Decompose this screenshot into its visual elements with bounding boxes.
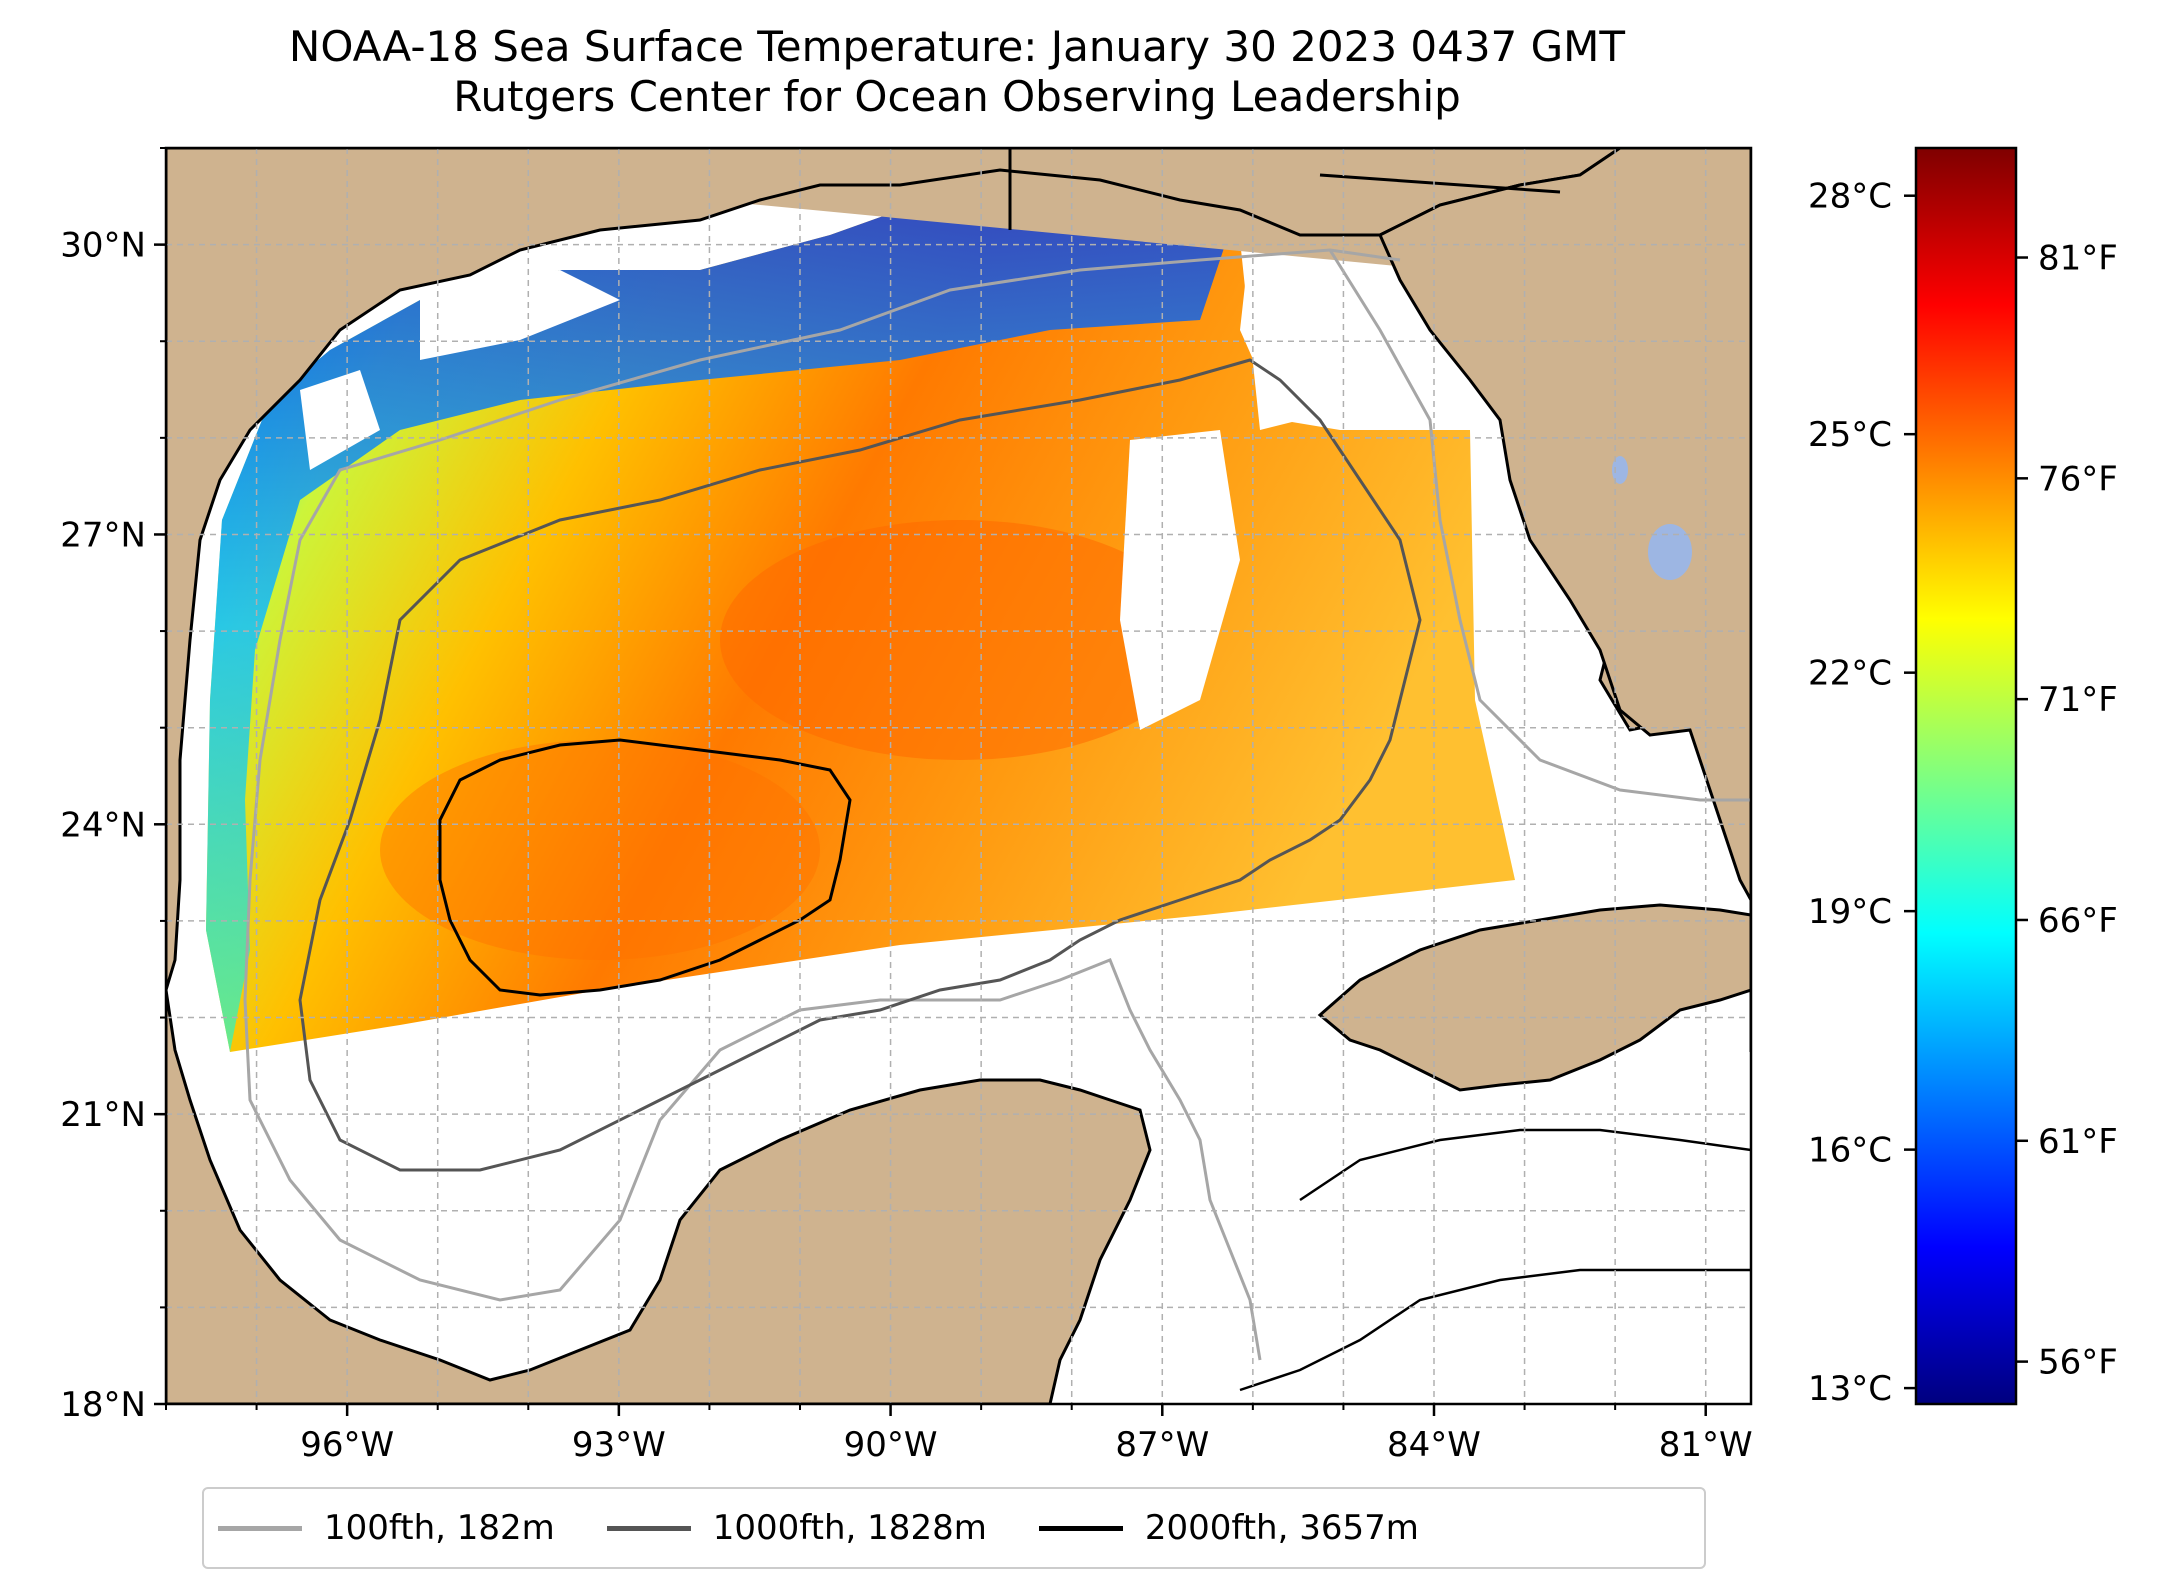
- lake-okeechobee: [1648, 524, 1692, 580]
- lat-tick-label: 18°N: [60, 1385, 146, 1425]
- legend-swatch-1000fth: [606, 1525, 691, 1531]
- bathymetry-contours: [243, 248, 1751, 1392]
- cloud-gap-1: [1120, 430, 1240, 730]
- longitude-axis: 96°W 93°W 90°W 87°W 84°W 81°W: [165, 1404, 1753, 1465]
- cloud-gap-2: [1240, 240, 1320, 430]
- title-line-1: NOAA-18 Sea Surface Temperature: January…: [288, 22, 1626, 71]
- lon-tick-label: 93°W: [572, 1425, 666, 1465]
- lat-tick-label: 21°N: [60, 1095, 146, 1135]
- legend-label-2000fth: 2000fth, 3657m: [1144, 1508, 1419, 1548]
- colorbar-f-tick-label: 61°F: [2038, 1122, 2118, 1162]
- land-mexico: [166, 989, 1152, 1404]
- state-boundary: [1008, 148, 1561, 230]
- cloud-gap-3: [420, 270, 620, 360]
- colorbar-c-tick-label: 16°C: [1808, 1131, 1892, 1171]
- contour-2000fth-south: [1299, 1128, 1751, 1202]
- lon-tick-label: 87°W: [1115, 1425, 1209, 1465]
- colorbar-f-tick-label: 66°F: [2038, 901, 2118, 941]
- legend-item-1000fth: 1000fth, 1828m: [606, 1508, 987, 1548]
- lake-florida: [1612, 456, 1628, 484]
- colorbar-c-tick-label: 22°C: [1808, 654, 1892, 694]
- contour-2000fth: [438, 738, 852, 997]
- colorbar-c-tick-label: 25°C: [1808, 415, 1892, 455]
- colorbar-c-tick-label: 28°C: [1808, 177, 1892, 217]
- colorbar-gradient: [1914, 146, 2018, 1406]
- colorbar-c-tick-label: 19°C: [1808, 892, 1892, 932]
- chart-title: NOAA-18 Sea Surface Temperature: January…: [0, 22, 1914, 122]
- legend: 100fth, 182m 1000fth, 1828m 2000fth, 365…: [202, 1487, 1706, 1569]
- cloud-gap-4: [300, 370, 380, 470]
- legend-swatch-2000fth: [1038, 1525, 1123, 1531]
- lon-tick-label: 90°W: [844, 1425, 938, 1465]
- legend-label-100fth: 100fth, 182m: [324, 1508, 555, 1548]
- lat-tick-label: 30°N: [60, 226, 146, 266]
- latitude-axis: 18°N 21°N 24°N 27°N 30°N: [60, 147, 166, 1425]
- land: [166, 148, 1751, 1404]
- sst-warm-core-2: [380, 740, 820, 960]
- legend-item-100fth: 100fth, 182m: [218, 1508, 555, 1548]
- contour-2000fth-south-2: [1239, 1268, 1751, 1392]
- title-line-2: Rutgers Center for Ocean Observing Leade…: [453, 72, 1461, 121]
- colorbar-celsius-ticks: 13°C 16°C 19°C 22°C 25°C 28°C: [1808, 177, 1916, 1409]
- sst-warm-core: [720, 520, 1200, 760]
- legend-label-1000fth: 1000fth, 1828m: [712, 1508, 987, 1548]
- colorbar-f-tick-label: 76°F: [2038, 459, 2118, 499]
- land-florida: [1378, 148, 1751, 901]
- lon-tick-label: 96°W: [300, 1425, 394, 1465]
- colorbar-fahrenheit-ticks: 56°F 61°F 66°F 71°F 76°F 81°F: [2016, 239, 2118, 1383]
- lon-tick-label: 84°W: [1387, 1425, 1481, 1465]
- legend-item-2000fth: 2000fth, 3657m: [1038, 1508, 1419, 1548]
- colorbar-f-tick-label: 71°F: [2038, 680, 2118, 720]
- lon-tick-label: 81°W: [1659, 1425, 1753, 1465]
- legend-swatch-100fth: [218, 1525, 302, 1531]
- lat-tick-label: 27°N: [60, 515, 146, 555]
- gridlines: [166, 148, 1751, 1404]
- map-frame: [164, 146, 1753, 1406]
- lakes: [1612, 456, 1692, 580]
- lat-tick-label: 24°N: [60, 805, 146, 845]
- sst-nearshore-cold: [206, 200, 1230, 1052]
- colorbar-f-tick-label: 81°F: [2038, 239, 2118, 279]
- colorbar-f-tick-label: 56°F: [2038, 1343, 2118, 1383]
- colorbar-c-tick-label: 13°C: [1808, 1369, 1892, 1409]
- contour-100fth: [243, 248, 1751, 1361]
- contour-1000fth: [298, 358, 1422, 1172]
